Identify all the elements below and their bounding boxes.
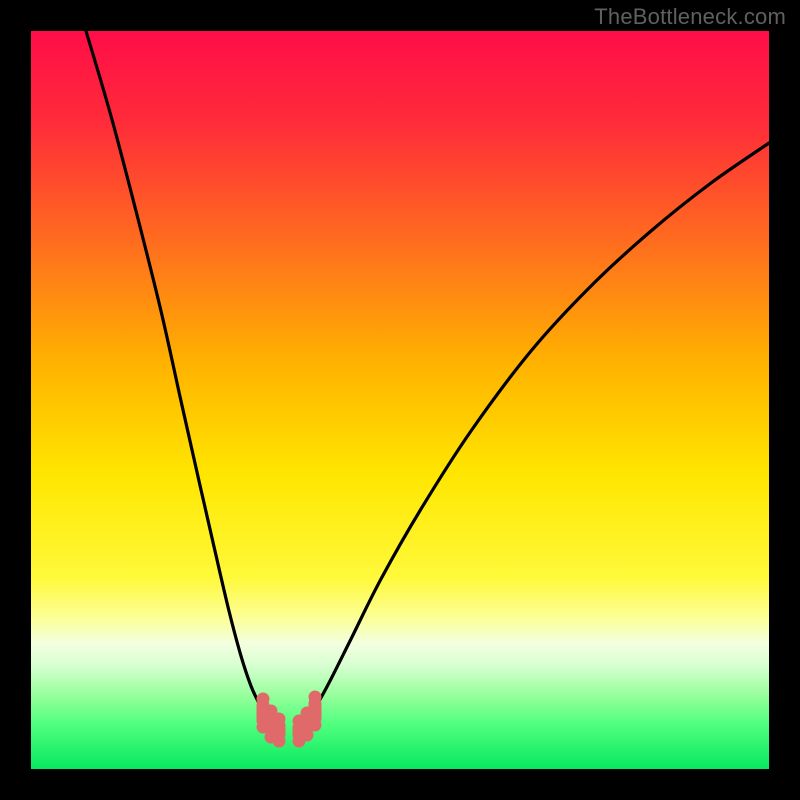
curve-left: [86, 31, 265, 711]
plot-area: [31, 31, 769, 769]
trough-marker: [273, 713, 286, 748]
curve-right: [311, 143, 769, 711]
watermark-text: TheBottleneck.com: [594, 4, 786, 30]
curves-layer: [31, 31, 769, 769]
trough-marker: [309, 691, 322, 732]
